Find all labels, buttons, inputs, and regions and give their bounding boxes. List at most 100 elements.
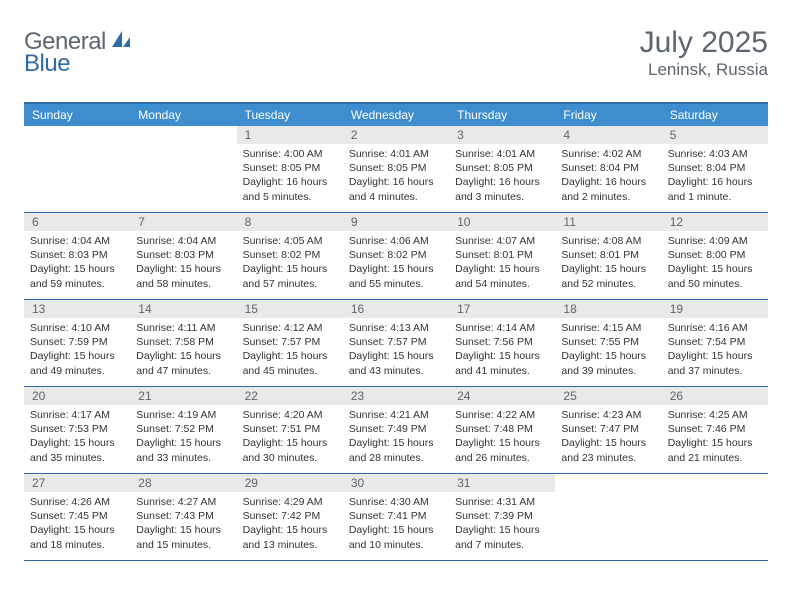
day-details: Sunrise: 4:26 AMSunset: 7:45 PMDaylight:…	[24, 492, 130, 558]
day-cell: .	[24, 126, 130, 212]
day-details: Sunrise: 4:27 AMSunset: 7:43 PMDaylight:…	[130, 492, 236, 558]
brand-word2: Blue	[24, 50, 70, 77]
day-details: Sunrise: 4:13 AMSunset: 7:57 PMDaylight:…	[343, 318, 449, 384]
day-cell: 2Sunrise: 4:01 AMSunset: 8:05 PMDaylight…	[343, 126, 449, 212]
day-cell: 28Sunrise: 4:27 AMSunset: 7:43 PMDayligh…	[130, 474, 236, 560]
day-number: 16	[343, 300, 449, 318]
day-number: 27	[24, 474, 130, 492]
day-number: 2	[343, 126, 449, 144]
day-cell: 26Sunrise: 4:25 AMSunset: 7:46 PMDayligh…	[662, 387, 768, 473]
day-details: Sunrise: 4:21 AMSunset: 7:49 PMDaylight:…	[343, 405, 449, 471]
day-cell: 20Sunrise: 4:17 AMSunset: 7:53 PMDayligh…	[24, 387, 130, 473]
day-number: 26	[662, 387, 768, 405]
day-details: Sunrise: 4:23 AMSunset: 7:47 PMDaylight:…	[555, 405, 661, 471]
week-row: 20Sunrise: 4:17 AMSunset: 7:53 PMDayligh…	[24, 387, 768, 474]
day-number: 28	[130, 474, 236, 492]
day-cell: 1Sunrise: 4:00 AMSunset: 8:05 PMDaylight…	[237, 126, 343, 212]
day-cell: 6Sunrise: 4:04 AMSunset: 8:03 PMDaylight…	[24, 213, 130, 299]
day-cell: 13Sunrise: 4:10 AMSunset: 7:59 PMDayligh…	[24, 300, 130, 386]
day-cell: .	[662, 474, 768, 560]
day-details: Sunrise: 4:11 AMSunset: 7:58 PMDaylight:…	[130, 318, 236, 384]
day-cell: 9Sunrise: 4:06 AMSunset: 8:02 PMDaylight…	[343, 213, 449, 299]
day-cell: 8Sunrise: 4:05 AMSunset: 8:02 PMDaylight…	[237, 213, 343, 299]
day-number: 15	[237, 300, 343, 318]
day-details: Sunrise: 4:29 AMSunset: 7:42 PMDaylight:…	[237, 492, 343, 558]
day-number: 1	[237, 126, 343, 144]
day-details: Sunrise: 4:20 AMSunset: 7:51 PMDaylight:…	[237, 405, 343, 471]
day-cell: 27Sunrise: 4:26 AMSunset: 7:45 PMDayligh…	[24, 474, 130, 560]
day-number: 21	[130, 387, 236, 405]
location: Leninsk, Russia	[640, 60, 768, 80]
day-number: 11	[555, 213, 661, 231]
day-details: Sunrise: 4:04 AMSunset: 8:03 PMDaylight:…	[24, 231, 130, 297]
day-cell: 24Sunrise: 4:22 AMSunset: 7:48 PMDayligh…	[449, 387, 555, 473]
day-details: Sunrise: 4:03 AMSunset: 8:04 PMDaylight:…	[662, 144, 768, 210]
day-cell: 18Sunrise: 4:15 AMSunset: 7:55 PMDayligh…	[555, 300, 661, 386]
day-details: Sunrise: 4:01 AMSunset: 8:05 PMDaylight:…	[343, 144, 449, 210]
day-number: 22	[237, 387, 343, 405]
day-cell: 23Sunrise: 4:21 AMSunset: 7:49 PMDayligh…	[343, 387, 449, 473]
day-number: 30	[343, 474, 449, 492]
weekday-label: Sunday	[24, 104, 130, 126]
day-details: Sunrise: 4:12 AMSunset: 7:57 PMDaylight:…	[237, 318, 343, 384]
day-details: Sunrise: 4:06 AMSunset: 8:02 PMDaylight:…	[343, 231, 449, 297]
weekday-label: Monday	[130, 104, 236, 126]
day-cell: 12Sunrise: 4:09 AMSunset: 8:00 PMDayligh…	[662, 213, 768, 299]
weekday-label: Thursday	[449, 104, 555, 126]
day-details: Sunrise: 4:00 AMSunset: 8:05 PMDaylight:…	[237, 144, 343, 210]
day-cell: 21Sunrise: 4:19 AMSunset: 7:52 PMDayligh…	[130, 387, 236, 473]
day-cell: .	[130, 126, 236, 212]
day-number: 9	[343, 213, 449, 231]
day-details: Sunrise: 4:25 AMSunset: 7:46 PMDaylight:…	[662, 405, 768, 471]
day-number: 31	[449, 474, 555, 492]
day-cell: 22Sunrise: 4:20 AMSunset: 7:51 PMDayligh…	[237, 387, 343, 473]
day-number: 18	[555, 300, 661, 318]
day-cell: 11Sunrise: 4:08 AMSunset: 8:01 PMDayligh…	[555, 213, 661, 299]
day-cell: 31Sunrise: 4:31 AMSunset: 7:39 PMDayligh…	[449, 474, 555, 560]
day-number: 12	[662, 213, 768, 231]
day-number: 25	[555, 387, 661, 405]
weekday-label: Saturday	[662, 104, 768, 126]
brand-word2-wrap: Blue	[24, 50, 70, 78]
day-number: 5	[662, 126, 768, 144]
day-cell: .	[555, 474, 661, 560]
day-cell: 7Sunrise: 4:04 AMSunset: 8:03 PMDaylight…	[130, 213, 236, 299]
day-number: 24	[449, 387, 555, 405]
day-details: Sunrise: 4:07 AMSunset: 8:01 PMDaylight:…	[449, 231, 555, 297]
day-details: Sunrise: 4:17 AMSunset: 7:53 PMDaylight:…	[24, 405, 130, 471]
calendar: SundayMondayTuesdayWednesdayThursdayFrid…	[24, 102, 768, 561]
day-details: Sunrise: 4:14 AMSunset: 7:56 PMDaylight:…	[449, 318, 555, 384]
weekday-label: Friday	[555, 104, 661, 126]
day-number: 7	[130, 213, 236, 231]
week-row: 6Sunrise: 4:04 AMSunset: 8:03 PMDaylight…	[24, 213, 768, 300]
day-number: 3	[449, 126, 555, 144]
day-cell: 29Sunrise: 4:29 AMSunset: 7:42 PMDayligh…	[237, 474, 343, 560]
day-details: Sunrise: 4:31 AMSunset: 7:39 PMDaylight:…	[449, 492, 555, 558]
day-details: Sunrise: 4:30 AMSunset: 7:41 PMDaylight:…	[343, 492, 449, 558]
day-number: 23	[343, 387, 449, 405]
day-details: Sunrise: 4:04 AMSunset: 8:03 PMDaylight:…	[130, 231, 236, 297]
day-cell: 30Sunrise: 4:30 AMSunset: 7:41 PMDayligh…	[343, 474, 449, 560]
day-number: 4	[555, 126, 661, 144]
calendar-body: ..1Sunrise: 4:00 AMSunset: 8:05 PMDaylig…	[24, 126, 768, 561]
day-number: 29	[237, 474, 343, 492]
day-cell: 5Sunrise: 4:03 AMSunset: 8:04 PMDaylight…	[662, 126, 768, 212]
day-number: 10	[449, 213, 555, 231]
day-number: 17	[449, 300, 555, 318]
day-details: Sunrise: 4:05 AMSunset: 8:02 PMDaylight:…	[237, 231, 343, 297]
day-cell: 3Sunrise: 4:01 AMSunset: 8:05 PMDaylight…	[449, 126, 555, 212]
day-cell: 19Sunrise: 4:16 AMSunset: 7:54 PMDayligh…	[662, 300, 768, 386]
calendar-page: General July 2025 Leninsk, Russia Blue S…	[0, 0, 792, 579]
day-details: Sunrise: 4:08 AMSunset: 8:01 PMDaylight:…	[555, 231, 661, 297]
weekday-label: Wednesday	[343, 104, 449, 126]
week-row: 27Sunrise: 4:26 AMSunset: 7:45 PMDayligh…	[24, 474, 768, 561]
day-cell: 25Sunrise: 4:23 AMSunset: 7:47 PMDayligh…	[555, 387, 661, 473]
day-details: Sunrise: 4:10 AMSunset: 7:59 PMDaylight:…	[24, 318, 130, 384]
header: General July 2025 Leninsk, Russia	[24, 28, 768, 80]
day-cell: 10Sunrise: 4:07 AMSunset: 8:01 PMDayligh…	[449, 213, 555, 299]
day-details: Sunrise: 4:02 AMSunset: 8:04 PMDaylight:…	[555, 144, 661, 210]
day-cell: 17Sunrise: 4:14 AMSunset: 7:56 PMDayligh…	[449, 300, 555, 386]
day-details: Sunrise: 4:19 AMSunset: 7:52 PMDaylight:…	[130, 405, 236, 471]
day-number: 14	[130, 300, 236, 318]
weekday-label: Tuesday	[237, 104, 343, 126]
